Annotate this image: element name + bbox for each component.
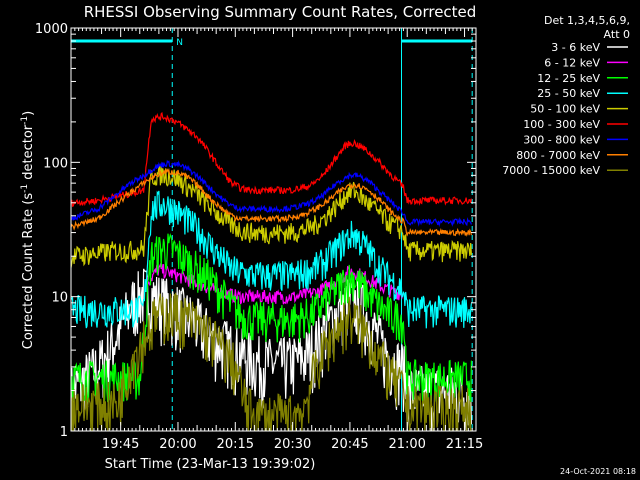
legend-label-1: 6 - 12 keV — [544, 56, 600, 69]
series-layer — [71, 111, 472, 431]
x-tick-label-1: 20:00 — [159, 437, 196, 452]
axis-ticks: 1 10 100 1000 19:45 20:00 20:15 20:30 20:45 21:00… — [35, 22, 483, 452]
x-tick-label-2: 20:15 — [217, 437, 254, 452]
legend-label-7: 800 - 7000 keV — [516, 149, 600, 162]
y-tick-label-2: 100 — [43, 156, 68, 171]
y-axis-label-exponent-1: -1 — [20, 184, 30, 193]
attenuator-note-line-1: Det 1,3,4,5,6,9, — [544, 14, 630, 27]
series-line-3 — [71, 190, 472, 329]
legend-label-6: 300 - 800 keV — [523, 133, 600, 146]
x-tick-label-4: 20:45 — [331, 437, 368, 452]
y-tick-label-0: 1 — [60, 425, 68, 440]
chart-title: RHESSI Observing Summary Count Rates, Co… — [84, 3, 477, 21]
x-tick-label-0: 19:45 — [102, 437, 139, 452]
legend-label-3: 25 - 50 keV — [537, 87, 600, 100]
legend-label-8: 7000 - 15000 keV — [502, 164, 600, 177]
legend: 3 - 6 keV 6 - 12 keV 12 - 25 keV 25 - 50 ke… — [502, 41, 628, 177]
y-tick-label-1: 10 — [51, 291, 68, 306]
date-stamp: 24-Oct-2021 08:18 — [560, 467, 636, 476]
y-tick-label-3: 1000 — [35, 22, 68, 37]
legend-label-5: 100 - 300 keV — [523, 118, 600, 131]
legend-label-4: 50 - 100 keV — [530, 103, 600, 116]
x-tick-label-3: 20:30 — [274, 437, 311, 452]
series-line-4 — [71, 164, 472, 268]
attenuator-note-line-2: Att 0 — [604, 28, 630, 41]
series-line-5 — [71, 111, 472, 208]
y-axis-label-exponent-2: -1 — [20, 116, 30, 125]
y-axis-label-close: ) — [21, 111, 36, 116]
y-axis-label: Corrected Count Rate (s-1 detector-1) — [20, 111, 36, 349]
legend-label-2: 12 - 25 keV — [537, 72, 600, 85]
series-line-7 — [71, 167, 472, 237]
y-axis-label-middle: detector — [21, 124, 36, 184]
legend-label-0: 3 - 6 keV — [551, 41, 600, 54]
x-axis-label: Start Time (23-Mar-13 19:39:02) — [105, 457, 316, 472]
x-tick-label-5: 21:00 — [388, 437, 425, 452]
y-axis-label-base: Corrected Count Rate (s — [21, 193, 36, 350]
night-marker-label: N — [176, 38, 183, 48]
series-line-6 — [71, 159, 472, 228]
x-tick-label-6: 21:15 — [446, 437, 483, 452]
